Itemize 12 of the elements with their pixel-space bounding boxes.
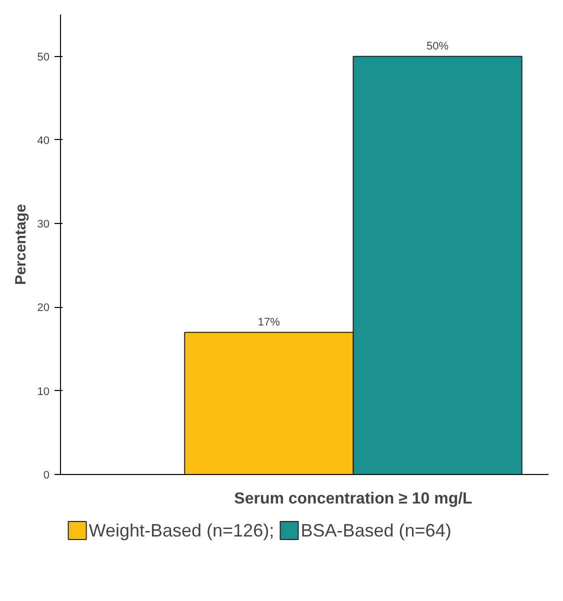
y-tick-label: 30 [37,218,50,231]
legend-label: Weight-Based (n=126); [88,520,274,540]
y-tick-label: 0 [43,470,50,482]
y-tick-label: 10 [37,386,50,398]
y-tick-label: 40 [37,134,50,147]
x-tick-label: Serum concentration ≥ 10 mg/L [234,490,473,508]
y-tick-label: 50 [37,51,50,64]
y-axis-title: Percentage [12,204,30,285]
data-label: 17% [258,316,280,328]
legend-label: BSA-Based (n=64) [300,520,452,540]
data-label: 50% [426,40,449,52]
y-tick-label: 20 [37,302,50,314]
